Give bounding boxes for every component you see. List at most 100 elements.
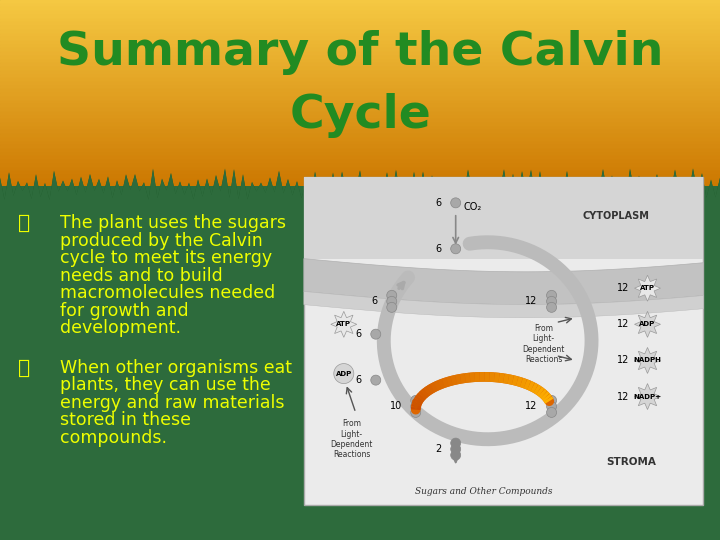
Bar: [0, 63, 720, 67]
Bar: [0, 11, 720, 15]
Text: 6: 6: [372, 296, 378, 306]
Bar: [0, 157, 720, 160]
Circle shape: [546, 401, 557, 411]
Bar: [0, 127, 720, 130]
Polygon shape: [634, 275, 660, 301]
Bar: [0, 15, 720, 18]
Bar: [0, 49, 720, 52]
Bar: [0, 171, 720, 175]
Bar: [304, 177, 703, 505]
Bar: [0, 160, 720, 164]
Bar: [0, 134, 720, 138]
Text: CO₂: CO₂: [464, 202, 482, 212]
Bar: [0, 56, 720, 59]
Bar: [0, 167, 720, 171]
Polygon shape: [634, 312, 660, 338]
Text: 10: 10: [390, 401, 402, 411]
Circle shape: [546, 302, 557, 312]
Bar: [0, 138, 720, 141]
Polygon shape: [634, 347, 660, 374]
Bar: [0, 33, 720, 37]
Polygon shape: [0, 168, 720, 221]
Bar: [0, 71, 720, 75]
Bar: [0, 175, 720, 179]
Text: plants, they can use the: plants, they can use the: [60, 376, 271, 394]
Polygon shape: [304, 292, 703, 318]
Bar: [0, 119, 720, 123]
Text: 2: 2: [436, 444, 441, 454]
Bar: [0, 112, 720, 116]
Bar: [0, 67, 720, 71]
Bar: [0, 149, 720, 153]
Text: From
Light-
Dependent
Reactions: From Light- Dependent Reactions: [330, 419, 373, 460]
Text: 6: 6: [436, 198, 441, 208]
Bar: [0, 86, 720, 90]
Text: Summary of the Calvin: Summary of the Calvin: [57, 30, 663, 75]
Circle shape: [451, 450, 461, 460]
Bar: [0, 75, 720, 78]
Circle shape: [410, 401, 420, 411]
Text: 12: 12: [617, 283, 629, 293]
Bar: [0, 164, 720, 167]
Bar: [0, 8, 720, 11]
Text: energy and raw materials: energy and raw materials: [60, 394, 284, 412]
Text: compounds.: compounds.: [60, 429, 167, 447]
Text: From
Light-
Dependent
Reactions: From Light- Dependent Reactions: [523, 324, 564, 364]
Bar: [0, 183, 720, 186]
Text: 12: 12: [617, 355, 629, 366]
Bar: [0, 108, 720, 112]
Text: 12: 12: [617, 319, 629, 329]
Bar: [0, 93, 720, 97]
Text: The plant uses the sugars: The plant uses the sugars: [60, 214, 286, 232]
Text: Sugars and Other Compounds: Sugars and Other Compounds: [415, 487, 552, 496]
Text: development.: development.: [60, 319, 181, 338]
Circle shape: [451, 438, 461, 448]
Bar: [0, 37, 720, 41]
Bar: [0, 0, 720, 4]
Bar: [0, 104, 720, 108]
Text: 6: 6: [356, 329, 361, 339]
Text: cycle to meet its energy: cycle to meet its energy: [60, 249, 272, 267]
Circle shape: [410, 395, 420, 406]
Text: NADPH: NADPH: [634, 357, 662, 363]
Circle shape: [451, 244, 461, 254]
Bar: [0, 59, 720, 63]
Polygon shape: [0, 168, 720, 237]
Bar: [0, 22, 720, 26]
Text: ATP: ATP: [640, 285, 655, 291]
Bar: [0, 186, 720, 540]
Bar: [0, 116, 720, 119]
Text: ⎄: ⎄: [18, 214, 30, 233]
Text: ADP: ADP: [336, 370, 352, 376]
Circle shape: [546, 291, 557, 300]
Bar: [0, 90, 720, 93]
Bar: [0, 141, 720, 145]
Bar: [0, 4, 720, 8]
Bar: [0, 41, 720, 45]
Text: Cycle: Cycle: [289, 93, 431, 138]
Bar: [0, 123, 720, 127]
Text: CYTOPLASM: CYTOPLASM: [582, 211, 649, 221]
Text: NADP+: NADP+: [634, 394, 662, 400]
Text: ATP: ATP: [336, 321, 351, 327]
Text: ADP: ADP: [639, 321, 656, 327]
Text: 12: 12: [525, 401, 538, 411]
Bar: [0, 153, 720, 157]
Circle shape: [387, 302, 397, 312]
Bar: [0, 97, 720, 100]
Bar: [0, 100, 720, 104]
Text: for growth and: for growth and: [60, 302, 189, 320]
Text: 6: 6: [356, 375, 361, 385]
Text: 6: 6: [436, 244, 441, 254]
Circle shape: [451, 198, 461, 208]
Text: STROMA: STROMA: [606, 457, 657, 467]
Text: 12: 12: [525, 296, 538, 306]
Text: needs and to build: needs and to build: [60, 267, 222, 285]
Circle shape: [410, 407, 420, 417]
Bar: [0, 30, 720, 33]
Circle shape: [387, 296, 397, 306]
Bar: [0, 52, 720, 56]
Bar: [0, 130, 720, 134]
Circle shape: [546, 407, 557, 417]
Bar: [0, 45, 720, 49]
